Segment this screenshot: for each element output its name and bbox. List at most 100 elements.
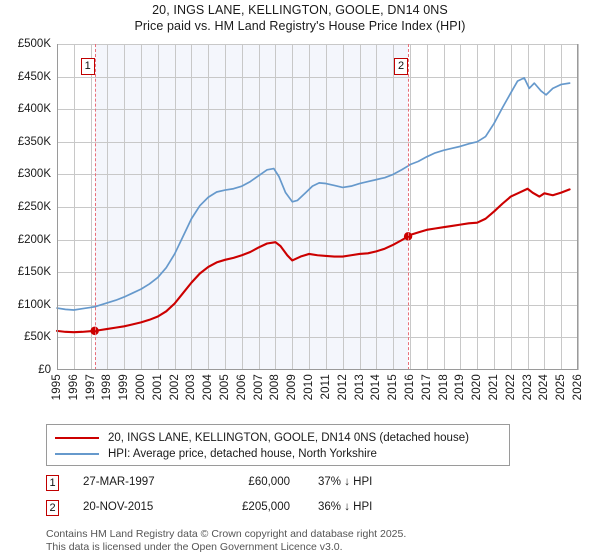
gridline-vertical xyxy=(359,44,361,370)
x-axis-tick: 1996 xyxy=(67,374,80,401)
legend-item-hpi: HPI: Average price, detached house, Nort… xyxy=(55,446,501,462)
x-axis-tick: 2010 xyxy=(303,374,316,401)
footer-line-2: This data is licensed under the Open Gov… xyxy=(46,540,343,553)
series-lines xyxy=(55,77,571,336)
gridline-vertical xyxy=(157,44,159,370)
gridline-vertical xyxy=(107,44,109,370)
gridline-horizontal xyxy=(57,239,578,241)
y-axis-tick: £200K xyxy=(17,233,51,246)
x-axis-tick: 2017 xyxy=(420,374,433,401)
gridline-vertical xyxy=(376,44,378,370)
gridline-vertical xyxy=(258,44,260,370)
x-axis-tick: 2012 xyxy=(336,374,349,401)
gridline-vertical xyxy=(325,44,327,370)
gridline-vertical xyxy=(460,44,462,370)
x-axis-tick: 2003 xyxy=(185,374,198,401)
transaction-date-1: 27-MAR-1997 xyxy=(83,476,155,488)
title-line-1: 20, INGS LANE, KELLINGTON, GOOLE, DN14 0… xyxy=(152,3,448,17)
gridline-vertical xyxy=(342,44,344,370)
gridline-vertical xyxy=(191,44,193,370)
x-axis-tick: 2019 xyxy=(454,374,467,401)
x-axis-tick: 2022 xyxy=(504,374,517,401)
legend-swatch-hpi xyxy=(55,453,99,455)
gridline-horizontal xyxy=(57,141,578,143)
gridline-horizontal xyxy=(57,174,578,176)
gridline-vertical xyxy=(393,44,395,370)
gridline-vertical xyxy=(73,44,75,370)
y-axis-tick: £250K xyxy=(17,201,51,213)
transaction-flag-1[interactable]: 1 xyxy=(80,58,95,75)
footer-attribution: Contains HM Land Registry data © Crown c… xyxy=(46,528,586,553)
x-axis-tick: 2009 xyxy=(286,374,299,401)
x-axis-tick: 2018 xyxy=(437,374,450,401)
line-price-paid xyxy=(55,187,571,334)
x-axis-tick: 2014 xyxy=(370,374,383,401)
x-axis-tick: 2011 xyxy=(319,374,332,400)
transaction-list: 1 27-MAR-1997 £60,000 37% ↓ HPI 2 20-NOV… xyxy=(46,473,516,523)
transaction-guide-line xyxy=(408,44,410,370)
table-row: 1 27-MAR-1997 £60,000 37% ↓ HPI xyxy=(46,473,516,498)
transaction-guide-line xyxy=(94,44,96,370)
legend-swatch-price-paid xyxy=(55,437,99,439)
x-axis-tick: 2000 xyxy=(135,374,148,401)
gridline-horizontal xyxy=(57,76,578,78)
gridline-vertical xyxy=(443,44,445,370)
x-axis-tick: 2024 xyxy=(538,374,551,401)
x-axis-tick: 2016 xyxy=(403,374,416,401)
gridline-vertical xyxy=(241,44,243,370)
gridline-vertical xyxy=(493,44,495,370)
gridline-vertical xyxy=(90,44,92,370)
gridline-vertical xyxy=(292,44,294,370)
y-axis-tick: £150K xyxy=(17,266,51,279)
y-axis-tick: £500K xyxy=(17,38,51,50)
x-axis-tick: 2008 xyxy=(269,374,282,401)
y-axis-tick: £100K xyxy=(17,298,51,311)
y-axis-tick: £0 xyxy=(38,364,51,376)
y-axis-tick: £300K xyxy=(17,168,51,181)
x-axis-tick: 2004 xyxy=(202,374,215,401)
x-axis-tick: 2021 xyxy=(487,374,500,401)
gridline-vertical xyxy=(409,44,411,370)
legend-label-hpi: HPI: Average price, detached house, Nort… xyxy=(108,448,377,460)
gridline-horizontal xyxy=(57,44,578,45)
gridline-horizontal xyxy=(57,109,578,111)
plot-frame-right xyxy=(577,44,578,370)
transaction-flag-2[interactable]: 2 xyxy=(394,58,409,75)
transaction-price-2: £205,000 xyxy=(242,501,290,513)
gridline-vertical xyxy=(141,44,143,370)
transaction-hpi-delta-1: 37% ↓ HPI xyxy=(318,476,373,488)
x-axis-tick: 2025 xyxy=(555,374,568,401)
gridline-vertical xyxy=(561,44,563,370)
x-axis-tick: 2006 xyxy=(235,374,248,401)
gridline-horizontal xyxy=(57,272,578,274)
gridline-vertical xyxy=(275,44,277,370)
x-axis-tick: 2020 xyxy=(471,374,484,401)
line-hpi xyxy=(56,77,571,311)
gridline-vertical xyxy=(477,44,479,370)
title-line-2: Price paid vs. HM Land Registry's House … xyxy=(134,19,466,33)
transaction-index-1: 1 xyxy=(46,475,59,491)
gridline-vertical xyxy=(124,44,126,370)
x-axis-tick: 1995 xyxy=(51,374,63,401)
gridline-vertical xyxy=(510,44,512,370)
y-axis-tick: £50K xyxy=(24,331,51,344)
chart-legend: 20, INGS LANE, KELLINGTON, GOOLE, DN14 0… xyxy=(46,424,510,466)
gridline-vertical xyxy=(527,44,529,370)
x-axis-tick: 2023 xyxy=(521,374,534,401)
gridline-horizontal xyxy=(57,337,578,339)
x-axis-tick: 2002 xyxy=(168,374,181,401)
x-axis-tick: 1997 xyxy=(84,374,97,401)
x-axis-tick: 1998 xyxy=(101,374,114,401)
gridline-horizontal xyxy=(57,207,578,208)
legend-item-price-paid: 20, INGS LANE, KELLINGTON, GOOLE, DN14 0… xyxy=(55,430,501,446)
transaction-price-1: £60,000 xyxy=(248,476,290,488)
y-axis-tick: £400K xyxy=(17,103,51,116)
y-axis-tick: £450K xyxy=(17,70,51,83)
y-axis-tick: £350K xyxy=(17,135,51,148)
x-axis-tick: 2005 xyxy=(219,374,232,401)
gridline-vertical xyxy=(225,44,227,370)
gridline-vertical xyxy=(174,44,176,370)
transaction-date-2: 20-NOV-2015 xyxy=(83,501,154,513)
